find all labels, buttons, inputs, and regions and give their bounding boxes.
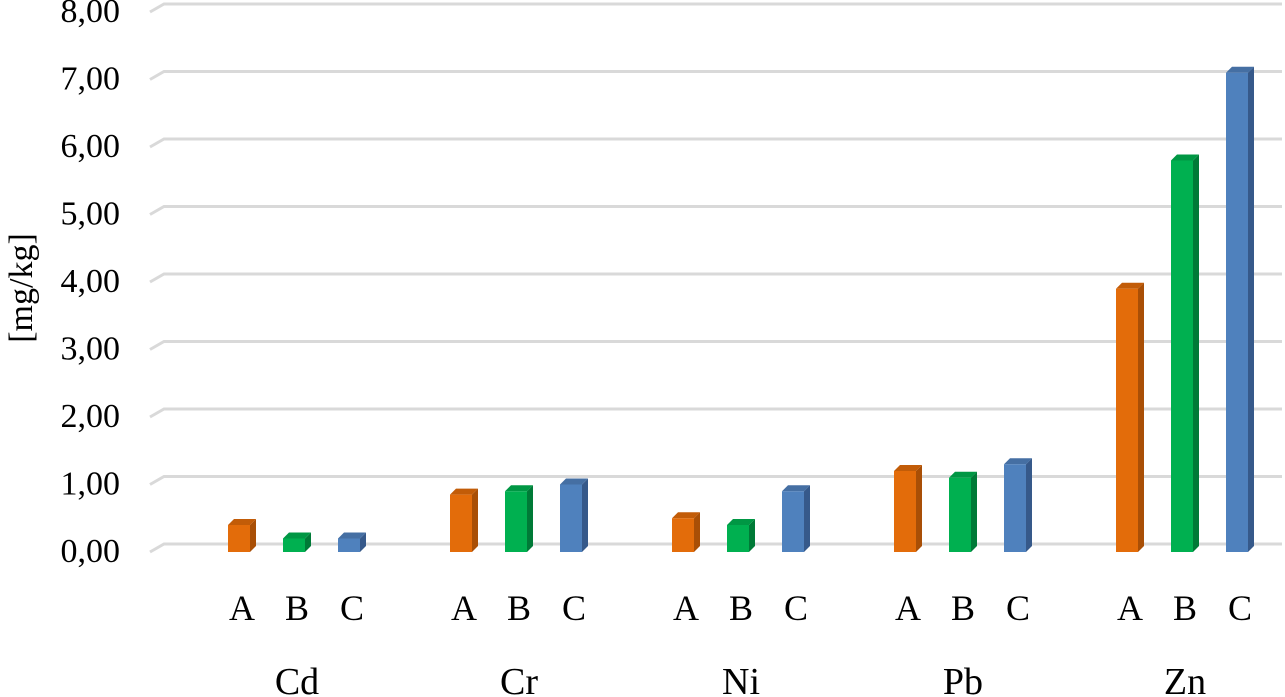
bar <box>894 471 916 552</box>
bar-top <box>949 471 977 478</box>
x-sub-label: C <box>1006 588 1030 628</box>
y-axis-ticks: 0,00 1,00 2,00 3,00 4,00 5,00 6,00 7,00 8,00 <box>61 0 121 570</box>
bar <box>949 477 971 552</box>
bar-top <box>228 519 256 525</box>
gridline <box>149 475 1282 486</box>
bar <box>727 525 749 552</box>
bar-side <box>1248 66 1254 552</box>
gridline <box>149 542 1282 554</box>
y-tick-label: 8,00 <box>61 0 121 30</box>
bar-top <box>1004 458 1032 465</box>
bar <box>505 491 527 552</box>
bar-side <box>804 485 810 552</box>
bar-side <box>1193 154 1199 552</box>
y-tick-label: 7,00 <box>61 61 121 98</box>
x-sub-label: C <box>1228 588 1252 628</box>
bar-side <box>971 471 977 552</box>
x-sub-label: A <box>451 588 477 628</box>
bar <box>782 491 804 552</box>
x-sub-label: A <box>229 588 255 628</box>
x-sub-label: B <box>1173 588 1197 628</box>
x-sub-label: B <box>729 588 753 628</box>
bars <box>228 66 1254 552</box>
x-sub-label: C <box>340 588 364 628</box>
bar-side <box>305 532 311 552</box>
bar-top <box>505 485 533 492</box>
gridline <box>149 272 1282 284</box>
x-group-label: Cd <box>275 661 319 697</box>
x-sub-label: B <box>507 588 531 628</box>
bar-side <box>582 478 588 552</box>
bar-side <box>250 519 256 552</box>
bar-top <box>283 532 311 539</box>
y-tick-label: 6,00 <box>61 128 121 165</box>
y-tick-label: 3,00 <box>61 331 121 368</box>
bar-side <box>749 519 755 552</box>
bar-side <box>1138 282 1144 552</box>
bar-side <box>694 512 700 552</box>
bar-side <box>1026 458 1032 552</box>
gridline <box>149 340 1282 351</box>
y-tick-label: 0,00 <box>61 533 121 570</box>
bar <box>672 518 694 552</box>
bar-top <box>782 485 810 492</box>
bar <box>1226 72 1248 552</box>
bar-top <box>1116 282 1144 289</box>
bar-top <box>727 519 755 525</box>
bar <box>450 494 472 552</box>
x-group-label: Cr <box>500 661 538 697</box>
gridlines <box>149 2 1282 554</box>
y-tick-label: 2,00 <box>61 398 121 435</box>
y-axis-label: [mg/kg] <box>3 233 40 343</box>
gridline <box>149 407 1282 419</box>
y-tick-label: 1,00 <box>61 466 121 503</box>
bar-top <box>894 465 922 471</box>
bar <box>338 538 360 552</box>
bar-side <box>916 465 922 552</box>
gridline <box>149 70 1282 81</box>
x-sub-label: B <box>951 588 975 628</box>
bar-side <box>472 488 478 552</box>
bar <box>1116 288 1138 552</box>
x-group-labels: Cd Cr Ni Pb Zn <box>275 661 1206 697</box>
bar-top <box>338 532 366 539</box>
x-sub-label: B <box>285 588 309 628</box>
bar-top <box>560 478 588 485</box>
bar-top <box>1171 154 1199 161</box>
bar-top <box>1226 66 1254 73</box>
bar-side <box>527 485 533 552</box>
bar <box>1171 160 1193 552</box>
x-sub-label: A <box>673 588 699 628</box>
bar <box>283 538 305 552</box>
bar-side <box>360 532 366 552</box>
x-group-label: Ni <box>722 661 760 697</box>
gridline <box>149 2 1282 14</box>
x-sub-label: C <box>562 588 586 628</box>
x-sub-label: A <box>895 588 921 628</box>
x-sub-label: C <box>784 588 808 628</box>
x-sub-label: A <box>1117 588 1143 628</box>
y-tick-label: 4,00 <box>61 263 121 300</box>
gridline <box>149 137 1282 149</box>
gridline <box>149 205 1282 216</box>
bar-top <box>450 488 478 495</box>
x-group-label: Zn <box>1164 661 1206 697</box>
bar <box>560 484 582 552</box>
bar <box>228 525 250 552</box>
x-group-label: Pb <box>943 661 983 697</box>
bar-top <box>672 512 700 519</box>
y-tick-label: 5,00 <box>61 196 121 233</box>
bar <box>1004 464 1026 552</box>
